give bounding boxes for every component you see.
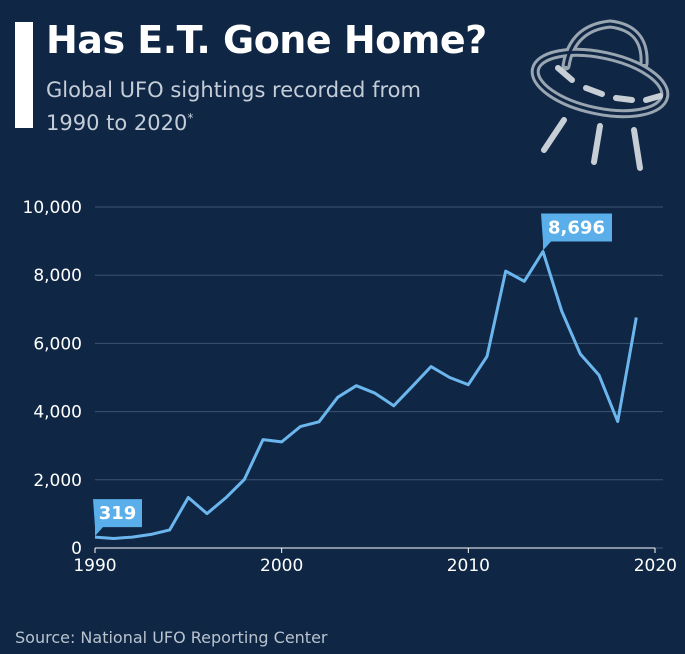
data-label: 8,696 <box>548 217 605 238</box>
data-label-callout: 319 <box>93 499 142 537</box>
y-tick-label: 0 <box>71 539 82 559</box>
x-tick-label: 1990 <box>73 556 116 576</box>
subtitle-text: Global UFO sightings recorded from 1990 … <box>46 78 421 135</box>
data-label: 319 <box>99 503 137 524</box>
y-tick-label: 10,000 <box>23 198 82 218</box>
callout-box <box>93 499 142 537</box>
x-tick-label: 2010 <box>447 556 490 576</box>
x-axis-ticks: 1990 2000 2010 2020 <box>73 548 677 576</box>
series-line <box>94 250 638 540</box>
title-accent-bar <box>15 22 33 128</box>
data-label-callout: 8,696 <box>541 213 612 251</box>
subtitle-footnote-mark: * <box>187 111 194 125</box>
x-tick-label: 2020 <box>634 556 677 576</box>
y-axis-ticks: 0 2,000 4,000 6,000 8,000 10,000 <box>23 198 82 559</box>
y-tick-label: 2,000 <box>33 471 82 491</box>
data-callouts: 319 8,696 <box>93 213 612 537</box>
callout-box <box>541 213 612 251</box>
y-tick-label: 8,000 <box>33 266 82 286</box>
grid-lines <box>95 206 663 549</box>
chart-title: Has E.T. Gone Home? <box>46 18 487 62</box>
data-points <box>94 251 637 539</box>
y-tick-label: 4,000 <box>33 403 82 423</box>
source-note: Source: National UFO Reporting Center <box>15 628 328 647</box>
y-tick-label: 6,000 <box>33 334 82 354</box>
chart-subtitle: Global UFO sightings recorded from 1990 … <box>46 76 426 137</box>
x-tick-label: 2000 <box>260 556 303 576</box>
ufo-icon <box>530 19 670 171</box>
line-chart: 0 2,000 4,000 6,000 8,000 10,000 1990 2000 2010… <box>23 198 677 576</box>
